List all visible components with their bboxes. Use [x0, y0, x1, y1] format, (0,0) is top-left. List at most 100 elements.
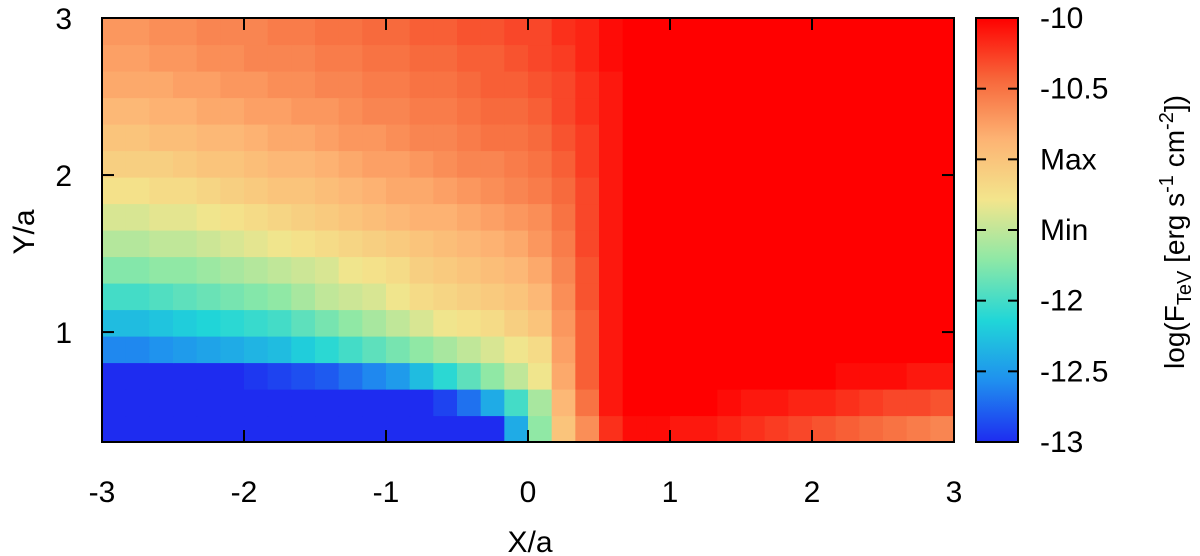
heatmap-cell: [457, 309, 482, 337]
heatmap-cell: [599, 97, 624, 125]
heatmap-cell: [386, 362, 411, 390]
heatmap-cell: [717, 44, 742, 72]
heatmap-cell: [788, 150, 813, 178]
heatmap-cell: [930, 150, 955, 178]
heatmap-cell: [646, 97, 671, 125]
heatmap-cell: [102, 124, 127, 152]
heatmap-cell: [693, 415, 718, 443]
heatmap-cell: [196, 150, 221, 178]
heatmap-cell: [386, 124, 411, 152]
heatmap-cell: [883, 389, 908, 417]
y-tick-label: 2: [55, 160, 72, 193]
heatmap-cell: [291, 283, 316, 311]
heatmap-cell: [883, 44, 908, 72]
heatmap-cell: [551, 230, 576, 258]
heatmap-cell: [362, 230, 387, 258]
heatmap-cell: [457, 230, 482, 258]
heatmap-cell: [528, 230, 553, 258]
heatmap-cell: [480, 97, 505, 125]
heatmap-cell: [551, 309, 576, 337]
heatmap-cell: [764, 150, 789, 178]
heatmap-cell: [102, 203, 127, 231]
heatmap-cell: [386, 389, 411, 417]
heatmap-cell: [504, 389, 529, 417]
heatmap-cell: [764, 124, 789, 152]
heatmap-cell: [267, 415, 292, 443]
heatmap-cell: [220, 415, 245, 443]
heatmap-cell: [244, 18, 269, 46]
heatmap-cell: [291, 124, 316, 152]
heatmap-cell: [220, 230, 245, 258]
heatmap-cell: [125, 150, 150, 178]
heatmap-cell: [670, 256, 695, 284]
heatmap-cell: [788, 44, 813, 72]
heatmap-cell: [622, 203, 647, 231]
heatmap-cell: [551, 71, 576, 99]
heatmap-cell: [599, 336, 624, 364]
heatmap-cell: [599, 44, 624, 72]
heatmap-cell: [409, 336, 434, 364]
heatmap-cell: [906, 389, 931, 417]
heatmap-cell: [409, 389, 434, 417]
heatmap-cell: [622, 97, 647, 125]
colorbar-tick-label: -12.5: [1040, 355, 1108, 388]
heatmap-cell: [693, 309, 718, 337]
heatmap-cell: [504, 203, 529, 231]
heatmap-cell: [622, 283, 647, 311]
heatmap-cell: [196, 18, 221, 46]
heatmap-cell: [480, 177, 505, 205]
heatmap-cell: [764, 71, 789, 99]
heatmap-cell: [859, 389, 884, 417]
heatmap-cell: [315, 230, 340, 258]
heatmap-cell: [859, 150, 884, 178]
heatmap-cell: [551, 97, 576, 125]
heatmap-cell: [812, 230, 837, 258]
heatmap-cell: [693, 124, 718, 152]
heatmap-cell: [575, 124, 600, 152]
heatmap-cell: [125, 18, 150, 46]
heatmap-cell: [457, 177, 482, 205]
heatmap-cell: [575, 336, 600, 364]
heatmap-cell: [717, 362, 742, 390]
heatmap-cell: [480, 256, 505, 284]
heatmap-cell: [315, 177, 340, 205]
heatmap-cell: [409, 415, 434, 443]
heatmap-cell: [670, 203, 695, 231]
heatmap-cell: [504, 150, 529, 178]
heatmap-cell: [812, 97, 837, 125]
heatmap-cell: [480, 389, 505, 417]
heatmap-cell: [693, 203, 718, 231]
heatmap-cell: [788, 283, 813, 311]
heatmap-cell: [717, 230, 742, 258]
heatmap-cell: [315, 389, 340, 417]
heatmap-cell: [338, 389, 363, 417]
heatmap-cell: [717, 336, 742, 364]
heatmap-cell: [480, 309, 505, 337]
heatmap-cell: [741, 230, 766, 258]
heatmap-cell: [717, 283, 742, 311]
heatmap-cell: [930, 362, 955, 390]
heatmap-cell: [788, 177, 813, 205]
heatmap-cell: [835, 124, 860, 152]
heatmap-cell: [670, 18, 695, 46]
heatmap-cell: [362, 336, 387, 364]
colorbar-tick-label: -13: [1040, 426, 1083, 459]
heatmap-cell: [528, 362, 553, 390]
heatmap-cell: [741, 150, 766, 178]
heatmap-cell: [670, 44, 695, 72]
heatmap-cell: [504, 44, 529, 72]
heatmap-cell: [244, 203, 269, 231]
heatmap-cell: [930, 124, 955, 152]
heatmap-cell: [930, 44, 955, 72]
heatmap-cell: [386, 336, 411, 364]
heatmap-cell: [646, 389, 671, 417]
heatmap-cell: [196, 309, 221, 337]
heatmap-cell: [717, 203, 742, 231]
heatmap-cell: [717, 124, 742, 152]
heatmap-cell: [480, 336, 505, 364]
heatmap-cell: [599, 415, 624, 443]
heatmap-cell: [599, 177, 624, 205]
heatmap-cell: [291, 230, 316, 258]
x-tick-label: -1: [373, 476, 400, 509]
heatmap-cell: [386, 150, 411, 178]
